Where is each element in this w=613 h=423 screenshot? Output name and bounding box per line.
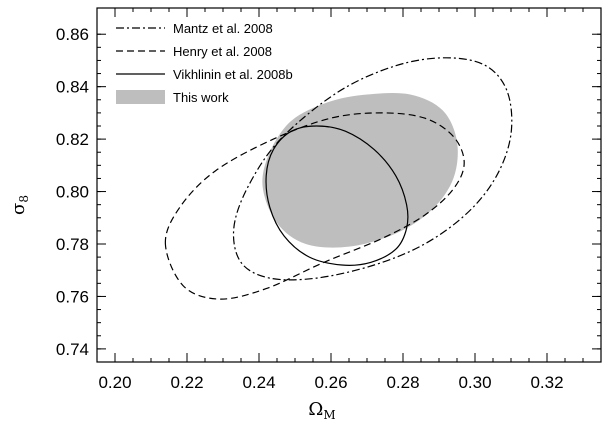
y-tick-label: 0.86 <box>56 25 89 44</box>
legend-label: This work <box>173 90 229 105</box>
legend: Mantz et al. 2008 Henry et al. 2008 Vikhli… <box>116 21 293 105</box>
contour-this-work <box>262 92 458 248</box>
x-tick-label: 0.28 <box>386 373 419 392</box>
contour-vikhlinin-et-al-2008b <box>265 125 409 266</box>
legend-label: Mantz et al. 2008 <box>173 21 273 36</box>
tick-labels: 0.20 0.22 0.24 0.26 0.28 0.30 0.32 0.74 0.76 0.78… <box>56 25 564 392</box>
legend-label: Henry et al. 2008 <box>173 44 272 59</box>
x-tick-label: 0.32 <box>530 373 563 392</box>
x-axis-label: ΩM <box>308 399 335 422</box>
x-tick-label: 0.26 <box>314 373 347 392</box>
legend-swatch <box>116 90 165 104</box>
line-contours <box>164 57 513 300</box>
axis-ticks <box>97 8 601 362</box>
contour-henry-et-al-2008 <box>164 112 465 300</box>
x-tick-label: 0.20 <box>98 373 131 392</box>
y-axis-label: σ8 <box>8 195 31 215</box>
y-tick-label: 0.78 <box>56 235 89 254</box>
x-tick-label: 0.22 <box>170 373 203 392</box>
filled-contours <box>262 92 458 248</box>
contour-mantz-et-al-2008 <box>232 57 513 281</box>
y-tick-label: 0.74 <box>56 340 89 359</box>
y-tick-label: 0.76 <box>56 287 89 306</box>
y-tick-label: 0.80 <box>56 183 89 202</box>
y-tick-label: 0.84 <box>56 78 89 97</box>
x-tick-label: 0.30 <box>458 373 491 392</box>
legend-label: Vikhlinin et al. 2008b <box>173 67 293 82</box>
y-tick-label: 0.82 <box>56 130 89 149</box>
x-tick-label: 0.24 <box>242 373 275 392</box>
